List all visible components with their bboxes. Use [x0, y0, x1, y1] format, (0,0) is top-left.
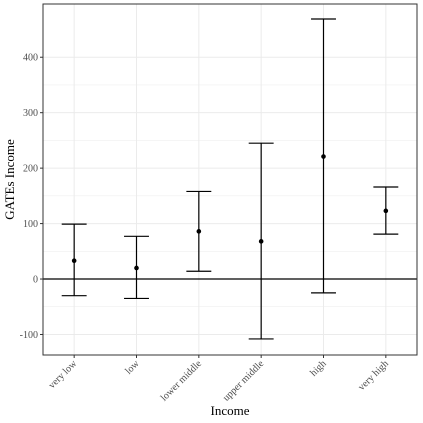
y-tick-label: 100	[23, 219, 38, 230]
estimate-point-upper-middle	[258, 239, 264, 244]
estimate-point-very-high	[383, 208, 389, 214]
y-tick-label: 0	[33, 275, 38, 286]
x-axis-title: Income	[211, 403, 250, 418]
estimate-point-high	[321, 154, 326, 159]
y-axis: -100 0 100 200 300 400	[20, 53, 43, 341]
y-axis-title: GATEs Income	[2, 139, 17, 220]
estimate-point-lower-middle	[196, 229, 202, 234]
estimate-point-very-low	[71, 258, 77, 264]
y-tick-label: 400	[23, 53, 38, 64]
y-tick-label: -100	[20, 330, 38, 341]
y-tick-label: 300	[23, 108, 38, 119]
panel-border	[42, 3, 418, 356]
estimate-points	[71, 154, 389, 271]
y-tick-label: 200	[23, 164, 38, 175]
estimate-point-low	[134, 265, 139, 271]
